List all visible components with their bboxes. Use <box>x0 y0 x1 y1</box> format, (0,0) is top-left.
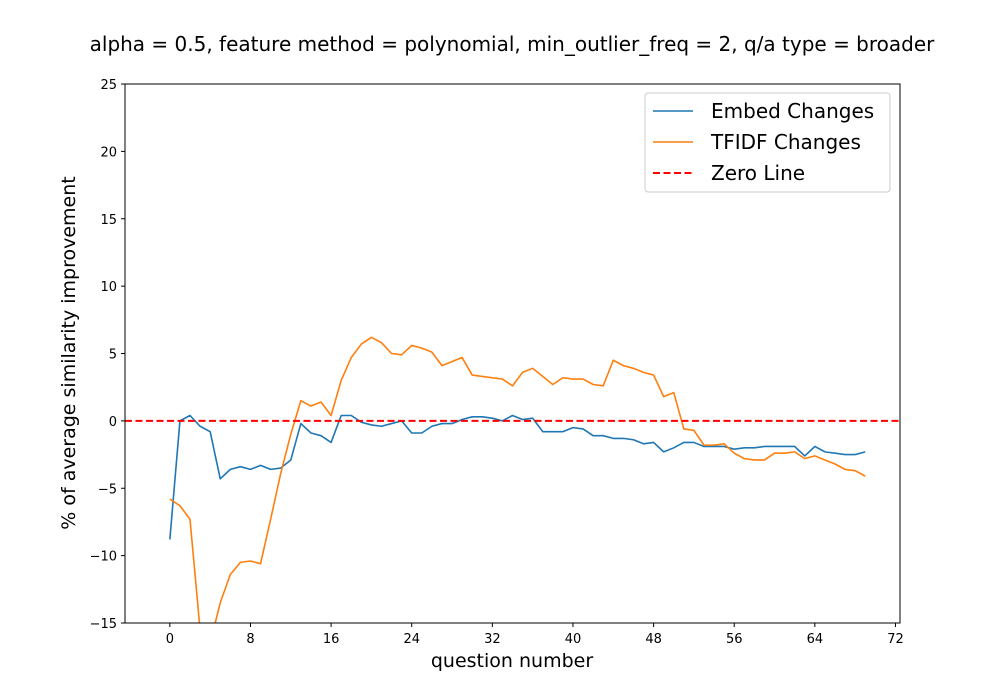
x-tick-label: 8 <box>246 632 254 647</box>
y-tick-label: 5 <box>109 348 117 363</box>
y-tick-label: 15 <box>100 213 117 228</box>
legend-label-tfidf-changes: TFIDF Changes <box>710 130 861 154</box>
x-tick-label: 16 <box>323 632 340 647</box>
x-tick-label: 32 <box>484 632 501 647</box>
x-tick-label: 48 <box>645 632 662 647</box>
y-tick-label: 25 <box>100 78 117 93</box>
series-line-embed-changes <box>169 414 866 540</box>
x-tick-label: 0 <box>166 632 174 647</box>
series-line-tfidf-changes <box>169 336 866 623</box>
chart-title: alpha = 0.5, feature method = polynomial… <box>90 32 936 56</box>
x-tick-label: 72 <box>887 632 904 647</box>
legend: Embed Changes TFIDF Changes Zero Line <box>644 92 891 193</box>
y-tick-label: −10 <box>90 550 117 565</box>
axis-ticks: 0 8 16 24 32 40 48 56 64 72 −15 −10 −5 0 5 10 15 20 25 <box>90 78 904 647</box>
x-tick-label: 24 <box>403 632 420 647</box>
y-tick-label: −15 <box>90 617 117 632</box>
x-axis-label: question number <box>431 650 593 672</box>
y-tick-label: −5 <box>98 482 117 497</box>
x-tick-label: 56 <box>726 632 743 647</box>
plot-lines <box>125 336 900 623</box>
y-tick-label: 10 <box>100 280 117 295</box>
y-tick-label: 20 <box>100 145 117 160</box>
x-tick-label: 40 <box>565 632 582 647</box>
y-tick-label: 0 <box>109 415 117 430</box>
legend-label-embed-changes: Embed Changes <box>711 99 874 123</box>
x-tick-label: 64 <box>807 632 824 647</box>
y-axis-label: % of average similarity improvement <box>58 176 80 529</box>
legend-label-zero-line: Zero Line <box>711 161 805 185</box>
plot-frame <box>124 83 901 624</box>
legend-box <box>644 92 891 193</box>
